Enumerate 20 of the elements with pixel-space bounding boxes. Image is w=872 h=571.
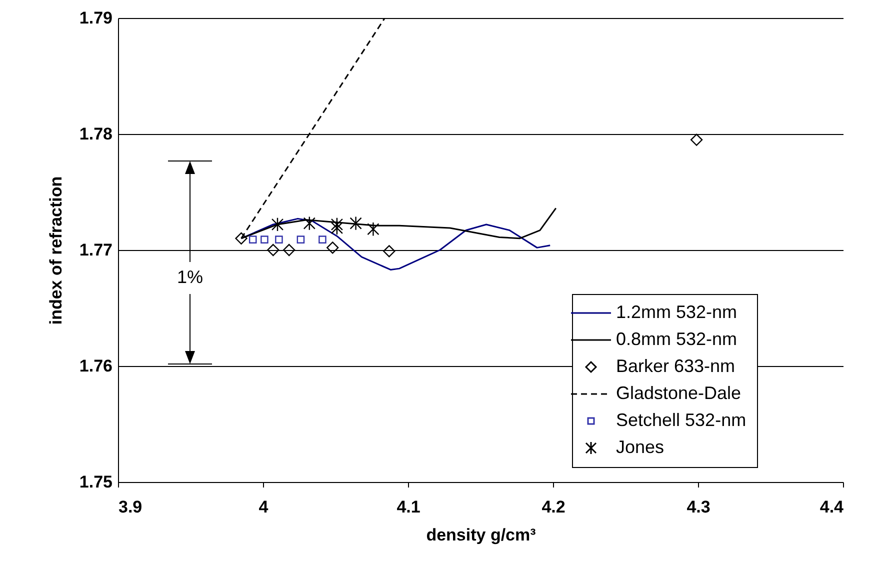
y-tick-label: 1.75 (79, 472, 112, 492)
legend-label: Barker 633-nm (616, 356, 736, 376)
legend-label: 0.8mm 532-nm (616, 329, 738, 349)
y-tick-label: 1.79 (79, 8, 112, 28)
x-tick-label: 4.2 (542, 498, 566, 516)
y-axis-title: index of refraction (46, 176, 66, 325)
y-tick-label: 1.78 (79, 124, 112, 144)
legend-label: 1.2mm 532-nm (616, 302, 738, 322)
legend-label: Jones (616, 437, 664, 457)
x-tick-label: 4.3 (686, 498, 710, 516)
x-tick-label: 4.1 (396, 498, 420, 516)
x-tick-label: 4 (258, 498, 269, 516)
legend-label: Gladstone-Dale (616, 383, 742, 403)
annotation: 1% (176, 267, 204, 287)
x-tick-label: 4.4 (820, 498, 844, 516)
legend-label: Setchell 532-nm (616, 410, 746, 430)
y-tick-label: 1.77 (79, 240, 112, 260)
y-tick-label: 1.76 (79, 356, 112, 376)
x-tick-label: 3.9 (118, 498, 142, 516)
x-axis-title: density g/cm³ (426, 526, 536, 544)
